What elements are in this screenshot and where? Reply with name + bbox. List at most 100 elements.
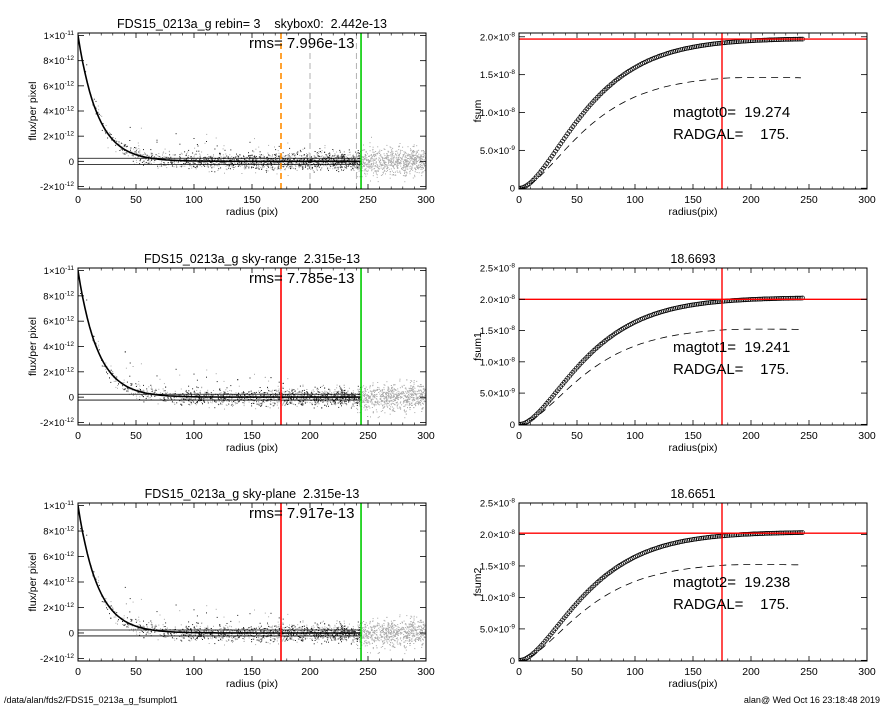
- x-tick-label: 50: [130, 194, 142, 206]
- data-point: [144, 153, 146, 155]
- data-point: [226, 169, 228, 171]
- data-point: [419, 397, 420, 399]
- data-point: [401, 160, 403, 162]
- fsum-point: [765, 37, 771, 43]
- data-point: [151, 386, 153, 388]
- data-point: [379, 155, 381, 157]
- data-point: [172, 165, 173, 166]
- data-point: [419, 403, 421, 405]
- data-point: [158, 388, 160, 390]
- data-point: [198, 398, 200, 400]
- data-point: [250, 154, 252, 156]
- data-point: [269, 391, 271, 393]
- data-point: [415, 397, 417, 399]
- data-point: [222, 162, 224, 164]
- data-point: [321, 393, 323, 394]
- data-point: [315, 167, 317, 169]
- data-point: [285, 390, 287, 392]
- data-point: [260, 154, 262, 156]
- data-point: [297, 388, 299, 390]
- data-point: [389, 408, 391, 410]
- data-point: [421, 156, 423, 158]
- data-point: [191, 398, 193, 400]
- data-point: [203, 164, 205, 166]
- data-point: [403, 164, 405, 166]
- data-point: [421, 167, 423, 169]
- data-point: [329, 157, 331, 159]
- data-point: [372, 146, 374, 148]
- data-point: [230, 394, 232, 396]
- data-point: [393, 160, 395, 162]
- data-point: [387, 395, 389, 396]
- data-point: [385, 392, 387, 394]
- data-point: [375, 394, 377, 396]
- data-point: [182, 165, 184, 167]
- data-point: [308, 394, 310, 396]
- data-point: [411, 155, 413, 157]
- data-point: [342, 156, 344, 158]
- data-point: [198, 150, 200, 152]
- data-point: [399, 152, 401, 154]
- data-point: [181, 400, 183, 402]
- data-point: [139, 163, 141, 165]
- data-point: [374, 158, 376, 160]
- data-point: [423, 385, 424, 387]
- data-point: [235, 401, 236, 403]
- data-point: [389, 389, 391, 391]
- data-point: [409, 382, 411, 384]
- data-point: [406, 168, 408, 170]
- data-point: [218, 158, 220, 160]
- data-point: [397, 395, 399, 397]
- data-point: [292, 392, 294, 394]
- data-point: [208, 156, 210, 157]
- data-point: [269, 167, 271, 169]
- data-point: [267, 388, 269, 390]
- data-point: [271, 398, 273, 400]
- data-point: [358, 170, 360, 172]
- data-point: [137, 156, 139, 158]
- data-point: [250, 163, 252, 165]
- data-point: [347, 154, 349, 156]
- data-point: [422, 408, 424, 410]
- data-point: [341, 400, 343, 402]
- data-point: [404, 394, 406, 396]
- data-point: [126, 151, 128, 153]
- data-point: [383, 400, 385, 402]
- data-point: [186, 162, 188, 164]
- data-point: [372, 162, 374, 164]
- data-point: [195, 404, 197, 406]
- data-point: [412, 177, 414, 179]
- data-point: [404, 168, 406, 170]
- data-point: [285, 155, 287, 156]
- data-point: [281, 162, 282, 164]
- data-point: [271, 391, 273, 393]
- data-point: [271, 155, 273, 157]
- data-point: [327, 157, 329, 159]
- data-point: [219, 399, 220, 400]
- data-point: [277, 158, 279, 160]
- data-point: [364, 394, 365, 395]
- data-point: [372, 412, 374, 414]
- data-point: [251, 156, 253, 158]
- data-point: [277, 395, 279, 397]
- data-point: [290, 167, 292, 169]
- data-point: [375, 157, 377, 159]
- data-point: [222, 154, 224, 156]
- data-point: [416, 402, 418, 404]
- data-point: [416, 157, 418, 159]
- data-point: [270, 158, 272, 160]
- data-point: [423, 391, 425, 392]
- data-point: [183, 159, 185, 161]
- data-point: [420, 389, 422, 391]
- data-point: [310, 158, 312, 160]
- data-point: [175, 133, 177, 135]
- data-point: [405, 166, 407, 168]
- data-point: [231, 156, 233, 158]
- data-point: [401, 385, 403, 387]
- data-point: [342, 169, 344, 171]
- data-point: [324, 151, 326, 153]
- data-point: [302, 166, 304, 168]
- data-point: [210, 395, 212, 396]
- data-point: [211, 166, 213, 168]
- data-point: [392, 396, 394, 398]
